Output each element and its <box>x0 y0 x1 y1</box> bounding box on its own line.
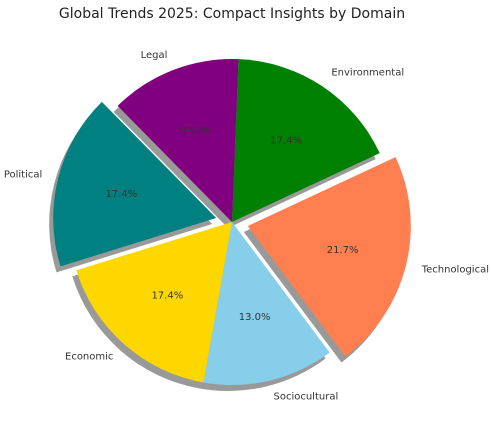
slice-label: Political <box>4 169 42 180</box>
value-label: 13.0% <box>181 126 213 137</box>
slice-label: Technological <box>421 265 489 276</box>
pie-slice <box>53 101 217 267</box>
value-label: 13.0% <box>239 312 271 323</box>
pie-slice <box>117 59 239 222</box>
value-label: 21.7% <box>327 245 359 256</box>
slice-label: Economic <box>65 352 113 363</box>
value-label: 17.4% <box>105 189 137 200</box>
pie-slice <box>232 59 380 222</box>
pie-slice <box>247 157 411 357</box>
value-label: 17.4% <box>151 290 183 301</box>
slice-label: Legal <box>141 50 168 61</box>
slice-label: Environmental <box>331 68 404 79</box>
pie-slice <box>203 222 330 386</box>
pie-slice <box>76 222 232 383</box>
slice-label: Sociocultural <box>273 391 338 402</box>
value-label: 17.4% <box>270 136 302 147</box>
chart-title: Global Trends 2025: Compact Insights by … <box>59 6 405 22</box>
